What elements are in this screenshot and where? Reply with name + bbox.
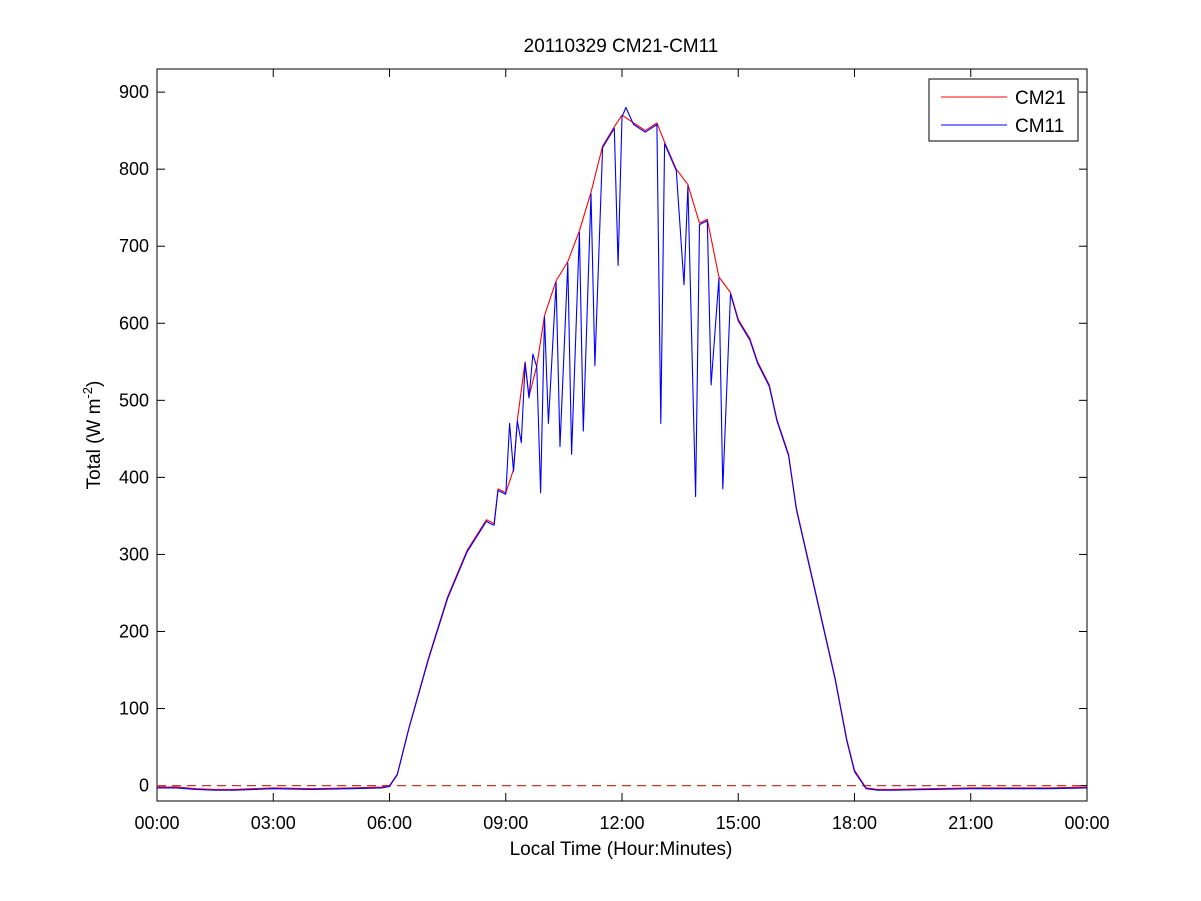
legend-label-cm11: CM11 xyxy=(1015,116,1064,137)
series-group xyxy=(157,106,1088,791)
x-tick-label: 00:00 xyxy=(134,813,179,833)
y-tick-label: 400 xyxy=(119,467,149,487)
y-tick-label: 800 xyxy=(119,159,149,179)
y-tick-label: 200 xyxy=(119,621,149,641)
x-axis: 00:00 03:00 06:00 09:00 12:00 15:00 18:00 21:00… xyxy=(134,69,1110,833)
x-axis-label: Local Time (Hour:Minutes) xyxy=(510,839,733,860)
y-tick-label: 900 xyxy=(119,82,149,102)
y-axis-label: Total (W m-2) xyxy=(80,381,105,490)
y-tick-label: 0 xyxy=(139,776,149,796)
x-tick-label: 00:00 xyxy=(1064,813,1109,833)
x-tick-label: 18:00 xyxy=(832,813,877,833)
legend: CM21 CM11 xyxy=(928,78,1079,142)
x-tick-label: 03:00 xyxy=(251,813,296,833)
x-tick-label: 09:00 xyxy=(483,813,528,833)
y-tick-label: 300 xyxy=(119,544,149,564)
x-tick-label: 12:00 xyxy=(599,813,644,833)
y-axis-label-superscript: -2 xyxy=(80,387,95,399)
legend-label-cm21: CM21 xyxy=(1015,88,1066,109)
y-axis-label-main: Total (W m xyxy=(84,399,105,490)
y-axis-label-end: ) xyxy=(84,381,105,387)
y-tick-label: 600 xyxy=(119,313,149,333)
x-tick-label: 21:00 xyxy=(948,813,993,833)
y-tick-label: 700 xyxy=(119,236,149,256)
y-tick-label: 500 xyxy=(119,390,149,410)
x-tick-label: 06:00 xyxy=(367,813,412,833)
legend-box xyxy=(928,78,1079,142)
y-axis: 0 100 200 300 400 500 600 700 800 900 xyxy=(119,82,1087,796)
plot-area xyxy=(156,68,1088,802)
series-line-cm11 xyxy=(157,106,1088,791)
x-tick-label: 15:00 xyxy=(716,813,761,833)
y-tick-label: 100 xyxy=(119,699,149,719)
chart-title: 20110329 CM21-CM11 xyxy=(524,36,719,57)
